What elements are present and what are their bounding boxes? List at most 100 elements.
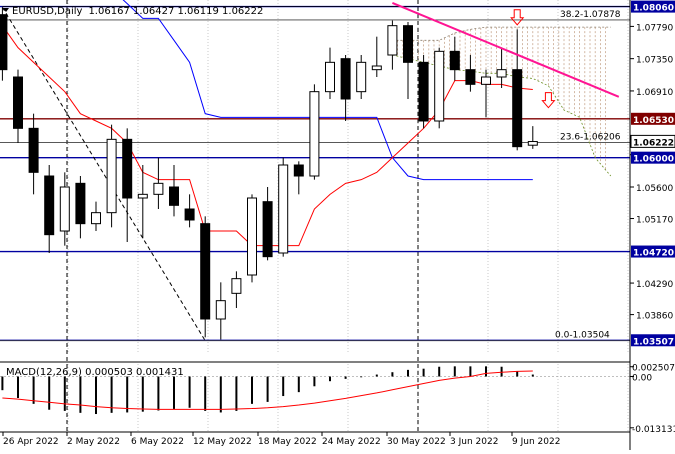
price-axis: 1.077901.073501.069101.060401.056001.051… — [629, 0, 675, 450]
candle — [184, 194, 195, 228]
candle — [122, 128, 133, 242]
bullish-candle-body — [309, 91, 320, 177]
candle — [137, 165, 148, 239]
candle — [215, 282, 226, 340]
bearish-candle-body — [449, 50, 460, 71]
time-axis-label: 12 May 2022 — [193, 437, 252, 447]
grid-lines — [0, 0, 630, 432]
candle — [403, 22, 413, 99]
senkou-span-a-line — [392, 26, 611, 41]
bearish-candle-body — [13, 76, 23, 129]
macd-axis-label: 0.00 — [632, 374, 652, 384]
candle — [247, 194, 257, 283]
bullish-candle-body — [387, 25, 398, 56]
current-price-tag — [630, 134, 675, 148]
time-axis-label: 18 May 2022 — [258, 437, 317, 447]
candle — [356, 55, 367, 99]
candle — [481, 69, 491, 118]
bearish-candle-body — [262, 201, 273, 258]
level-price-tag-text: 1.04720 — [633, 249, 674, 259]
macd-header: MACD(12,26,9) 0.000503 0.001431 — [6, 367, 184, 378]
candle — [169, 165, 179, 217]
candles — [0, 7, 538, 340]
current-price-tag-text: 1.06222 — [633, 138, 674, 148]
bullish-candle-body — [153, 182, 164, 195]
level-price-tag — [631, 245, 675, 258]
time-axis-label: 30 May 2022 — [387, 437, 446, 447]
trendline — [392, 2, 620, 98]
bullish-candle-body — [356, 61, 367, 93]
bullish-candle-body — [91, 212, 101, 225]
bearish-candle-body — [122, 138, 133, 199]
candle — [387, 20, 398, 70]
level-price-tag-text: 1.06000 — [633, 155, 674, 165]
time-axis-label: 9 Jun 2022 — [512, 437, 560, 447]
candle — [496, 47, 507, 88]
candle — [231, 271, 242, 308]
macd-axis-label: 0.002507 — [632, 364, 675, 374]
bearish-candle-body — [418, 61, 429, 122]
bullish-candle-body — [434, 50, 445, 122]
macd-title: MACD(12,26,9) 0.000503 0.001431 — [6, 367, 184, 378]
bullish-candle-body — [231, 278, 242, 294]
sell-signal-arrow-icon — [541, 92, 556, 109]
level-price-tag — [631, 151, 675, 164]
price-axis-label: 1.05170 — [636, 216, 673, 226]
level-price-tag — [631, 334, 675, 347]
bearish-candle-body — [340, 58, 351, 100]
macd-signal-line — [2, 370, 533, 410]
level-price-tag-text: 1.06530 — [633, 116, 674, 126]
bullish-candle-body — [527, 141, 538, 146]
candle — [465, 55, 476, 92]
time-axis-label: 3 Jun 2022 — [450, 437, 498, 447]
price-axis-label: 1.03860 — [636, 312, 673, 322]
bullish-candle-body — [278, 164, 289, 254]
chart-overlays: 38.2-1.07878 23.6-1.06206 0.0-1.03504 — [392, 2, 621, 341]
bullish-candle-body — [215, 300, 226, 320]
bullish-candle-body — [481, 76, 491, 85]
bullish-candle-body — [325, 61, 335, 93]
candle — [91, 201, 101, 231]
senkou-span-b-line — [392, 54, 612, 177]
fibonacci-level-label: 38.2-1.07878 — [560, 10, 621, 20]
candle — [434, 47, 445, 129]
time-axis-label: 26 Apr 2022 — [3, 437, 59, 447]
price-axis-label: 1.07350 — [636, 56, 673, 66]
candle — [262, 187, 273, 261]
level-price-tag — [631, 0, 675, 13]
bearish-candle-body — [465, 69, 476, 85]
candle — [449, 36, 460, 81]
chart-header: EURUSD,Daily 1.06167 1.06427 1.06119 1.06… — [3, 6, 263, 17]
candle — [512, 29, 523, 151]
candle — [28, 113, 39, 195]
candle — [106, 124, 117, 228]
chart-menu-arrow-icon[interactable] — [3, 8, 9, 12]
price-axis-label: 1.04290 — [636, 280, 673, 290]
horizontal-levels — [0, 5, 630, 342]
chart-ohlc: 1.06167 1.06427 1.06119 1.06222 — [88, 6, 263, 17]
fibonacci-level-label: 23.6-1.06206 — [560, 133, 621, 143]
macd-panel — [0, 366, 630, 415]
candle — [325, 47, 335, 99]
fibonacci-level-label: 0.0-1.03504 — [555, 331, 610, 341]
bearish-candle-body — [44, 175, 55, 236]
price-axis-label: 1.05600 — [636, 184, 673, 194]
bearish-candle-body — [512, 69, 523, 148]
candle — [309, 84, 320, 180]
bullish-candle-body — [371, 65, 382, 71]
bearish-candle-body — [200, 223, 211, 320]
bearish-candle-body — [169, 186, 179, 206]
fibonacci-retracement-line — [1, 7, 206, 341]
bearish-candle-body — [75, 182, 86, 225]
bearish-candle-body — [28, 127, 39, 173]
candle — [371, 36, 382, 77]
bearish-candle-body — [403, 25, 413, 63]
level-price-tag — [631, 112, 675, 125]
candle — [527, 126, 538, 149]
candle — [340, 55, 351, 121]
candle — [153, 157, 164, 209]
price-axis-label: 1.07790 — [636, 23, 673, 33]
bearish-candle-body — [184, 208, 195, 221]
candle — [0, 7, 8, 81]
